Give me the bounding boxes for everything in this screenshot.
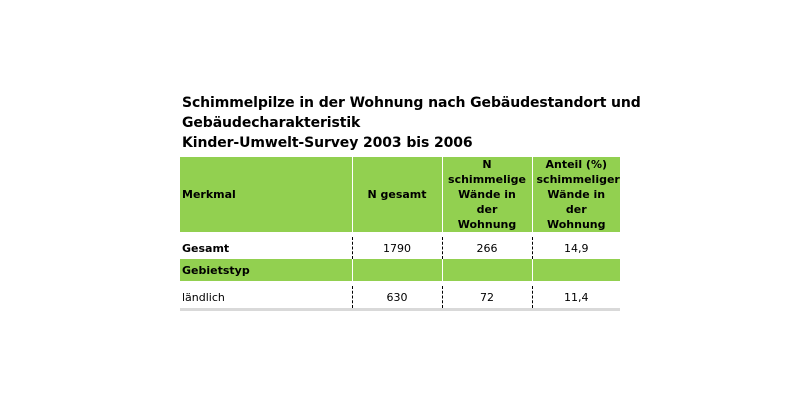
cell-anteil: 14,9 — [531, 232, 620, 259]
group-cell-empty — [441, 259, 532, 284]
mold-table: Merkmal N gesamt N schimmelige Wände in … — [180, 157, 620, 311]
table-header-row: Merkmal N gesamt N schimmelige Wände in … — [180, 157, 620, 235]
table-row: Gesamt 1790 266 14,9 — [180, 232, 620, 259]
data-table-container: Merkmal N gesamt N schimmelige Wände in … — [180, 157, 620, 311]
cell-anteil: 11,4 — [531, 281, 620, 311]
document-title: Schimmelpilze in der Wohnung nach Gebäud… — [182, 93, 641, 153]
title-line-3: Kinder-Umwelt-Survey 2003 bis 2006 — [182, 135, 473, 151]
group-cell-empty — [351, 259, 442, 284]
header-anteil: Anteil (%) schimmeliger Wände in der Woh… — [531, 157, 620, 235]
title-line-1: Schimmelpilze in der Wohnung nach Gebäud… — [182, 95, 641, 111]
group-row: Gebietstyp — [180, 259, 620, 284]
header-n-gesamt: N gesamt — [351, 157, 442, 235]
table-row: ländlich 630 72 11,4 — [180, 281, 620, 311]
cell-n-gesamt: 1790 — [351, 232, 442, 259]
group-label: Gebietstyp — [180, 259, 352, 284]
row-label: Gesamt — [180, 232, 352, 259]
cell-n-gesamt: 630 — [351, 281, 442, 311]
cell-n-schimmelige: 266 — [441, 232, 532, 259]
title-line-2: Gebäudecharakteristik — [182, 115, 361, 131]
group-cell-empty — [531, 259, 620, 284]
cell-n-schimmelige: 72 — [441, 281, 532, 311]
header-n-schimmelige: N schimmelige Wände in der Wohnung — [441, 157, 532, 235]
row-label: ländlich — [180, 281, 352, 311]
header-merkmal: Merkmal — [180, 157, 352, 235]
